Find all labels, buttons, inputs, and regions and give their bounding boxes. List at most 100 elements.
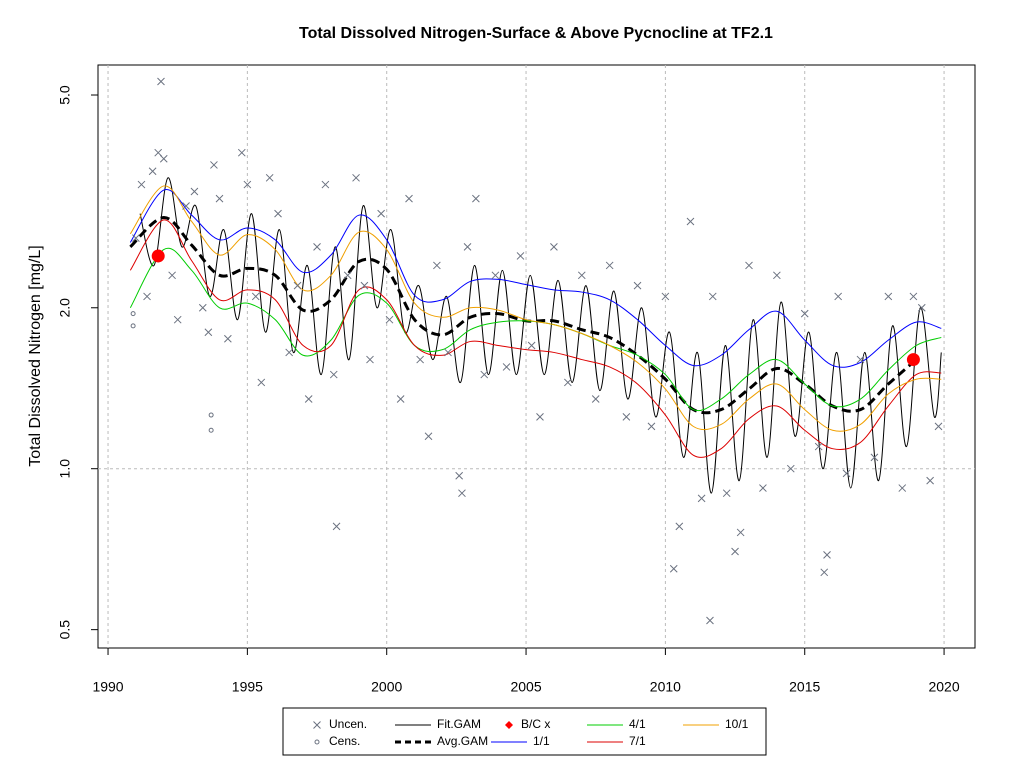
point-marker <box>237 148 246 157</box>
point-marker <box>622 413 631 421</box>
point-marker <box>251 292 260 301</box>
point-marker <box>463 242 472 251</box>
point-marker <box>352 173 360 182</box>
point-marker <box>366 355 374 364</box>
point-marker <box>343 271 352 280</box>
series-line <box>129 189 942 368</box>
point-marker <box>377 209 385 218</box>
point-marker <box>313 721 321 729</box>
y-tick-label: 0.5 <box>57 620 73 640</box>
point-marker <box>130 323 136 329</box>
series-line <box>139 177 942 494</box>
y-tick-label: 5.0 <box>57 85 73 105</box>
point-marker <box>190 187 199 196</box>
point-marker <box>527 341 536 350</box>
point-marker <box>472 194 480 203</box>
point-marker <box>884 292 893 301</box>
point-marker <box>274 209 282 218</box>
point-marker <box>834 292 843 301</box>
legend-label: 4/1 <box>629 717 646 731</box>
x-tick-label: 2000 <box>371 679 402 695</box>
legend-box <box>282 707 767 756</box>
point-marker <box>257 378 266 387</box>
series-layer <box>98 65 975 648</box>
point-marker <box>800 309 809 318</box>
legend-label: Uncen. <box>329 717 367 731</box>
point-marker <box>455 471 464 480</box>
point-marker <box>697 494 706 503</box>
point-marker <box>293 281 302 290</box>
point-marker <box>198 303 207 312</box>
point-marker <box>405 194 413 203</box>
point-marker <box>898 484 907 492</box>
x-tick-label: 1995 <box>232 679 263 695</box>
y-tick-label: 1.0 <box>57 459 73 479</box>
point-marker <box>906 353 920 367</box>
y-axis-label: Total Dissolved Nitrogen [mg/L] <box>27 245 44 466</box>
point-marker <box>329 370 338 379</box>
point-marker <box>130 311 136 317</box>
point-marker <box>148 167 157 176</box>
point-marker <box>759 484 767 492</box>
legend-label: 1/1 <box>533 734 550 748</box>
point-marker <box>151 249 165 263</box>
point-marker <box>480 370 489 379</box>
chart-title: Total Dissolved Nitrogen-Surface & Above… <box>299 25 773 42</box>
point-marker <box>934 422 943 431</box>
point-marker <box>210 161 218 169</box>
point-marker <box>736 528 745 537</box>
x-tick-label: 1990 <box>92 679 123 695</box>
point-marker <box>870 453 879 462</box>
point-marker <box>686 217 695 226</box>
point-marker <box>917 303 926 312</box>
series-line <box>129 219 942 458</box>
x-tick-label: 2015 <box>789 679 820 695</box>
point-marker <box>304 395 313 403</box>
point-marker <box>215 194 224 203</box>
point-marker <box>605 261 614 270</box>
point-marker <box>313 242 321 251</box>
x-tick-label: 2005 <box>510 679 541 695</box>
point-marker <box>708 292 717 301</box>
point-marker <box>137 180 146 189</box>
point-marker <box>224 334 232 343</box>
point-marker <box>243 180 252 189</box>
x-tick-label: 2020 <box>928 679 959 695</box>
point-marker <box>563 378 572 387</box>
point-marker <box>856 355 865 364</box>
point-marker <box>182 202 190 210</box>
point-marker <box>926 476 934 485</box>
point-marker <box>157 77 165 86</box>
point-marker <box>675 522 684 531</box>
point-marker <box>433 261 441 270</box>
point-marker <box>536 413 544 421</box>
legend: Uncen. Cens. Fit.GAM Avg.GAM B/C x 1/1 4/1 7/1 1… <box>313 717 749 748</box>
point-marker <box>577 271 586 280</box>
point-marker <box>842 469 851 478</box>
point-marker <box>208 427 214 433</box>
point-marker <box>591 395 600 403</box>
legend-label: 10/1 <box>725 717 749 731</box>
point-marker <box>669 564 678 573</box>
point-marker <box>132 234 140 242</box>
point-marker <box>444 348 452 357</box>
legend-label: 7/1 <box>629 734 646 748</box>
x-tick-label: 2010 <box>650 679 681 695</box>
point-marker <box>396 395 405 403</box>
point-marker <box>773 271 781 280</box>
point-marker <box>321 180 330 189</box>
legend-label: B/C x <box>521 717 550 731</box>
point-marker <box>360 281 369 290</box>
series-line <box>129 185 942 432</box>
point-marker <box>385 315 394 324</box>
point-marker <box>823 551 831 559</box>
point-marker <box>706 616 714 625</box>
legend-label: Fit.GAM <box>437 717 481 731</box>
point-marker <box>909 292 918 301</box>
point-marker <box>265 173 274 182</box>
point-marker <box>285 348 294 357</box>
point-marker <box>173 315 182 324</box>
